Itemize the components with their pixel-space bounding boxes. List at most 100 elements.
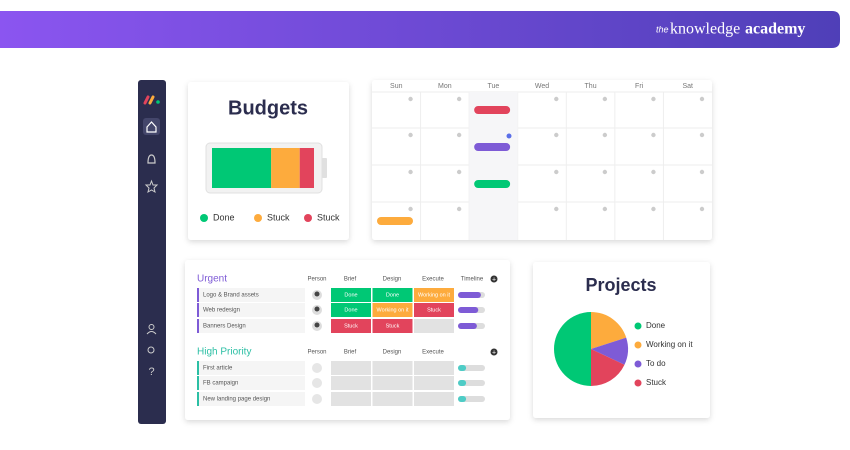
legend-label: Working on it (646, 340, 693, 349)
status-cell[interactable] (372, 392, 413, 406)
calendar-dot (651, 132, 656, 138)
status-cell[interactable] (331, 303, 371, 317)
row-name-cell (197, 376, 305, 390)
day-label: Mon (438, 83, 452, 90)
person-avatar (312, 394, 322, 404)
column-header: Design (383, 277, 402, 283)
row-name-cell (197, 392, 305, 406)
add-column[interactable] (490, 275, 498, 283)
row-name[interactable]: Web redesign (203, 308, 240, 314)
status-cell[interactable] (331, 319, 371, 333)
legend-label: Done (213, 212, 235, 222)
status-cell[interactable] (372, 303, 413, 317)
calendar-dot (651, 206, 656, 212)
add-column-plus: + (492, 276, 496, 283)
calendar-event[interactable] (377, 217, 413, 225)
calendar-dot (651, 169, 656, 175)
status-cell[interactable] (414, 303, 454, 317)
status-label: Done (386, 292, 399, 298)
status-cell[interactable] (414, 392, 454, 406)
row-name[interactable]: First article (203, 366, 233, 372)
user-icon-body (146, 331, 157, 335)
search-icon[interactable] (147, 346, 155, 354)
calendar-dot (699, 206, 705, 212)
calendar-dot (456, 96, 462, 102)
legend-dot (634, 341, 642, 349)
calendar-dot (699, 169, 705, 175)
calendar-dot (554, 169, 559, 175)
row-name[interactable]: Logo & Brand assets (203, 293, 259, 299)
budgets-title: Budgets (228, 97, 308, 119)
projects-title: Projects (585, 275, 656, 295)
status-cell[interactable] (414, 361, 454, 375)
legend-dot (200, 214, 208, 222)
calendar-dot (602, 96, 608, 102)
add-column-plus: + (492, 349, 496, 356)
row-marker (197, 392, 199, 406)
person-avatar (312, 363, 322, 373)
column-header: Execute (422, 350, 444, 356)
logo-main: knowledge (670, 21, 740, 38)
star-icon[interactable] (144, 179, 159, 194)
row-name-cell (197, 303, 305, 317)
calendar-dot (602, 169, 608, 175)
calendar-dot (699, 96, 705, 102)
status-cell[interactable] (414, 376, 454, 390)
day-label: Fri (635, 83, 644, 90)
user-icon[interactable] (148, 324, 155, 330)
status-cell[interactable] (372, 361, 413, 375)
battery-tip (322, 158, 327, 178)
calendar-dot (408, 96, 413, 102)
timeline-progress (458, 365, 467, 371)
timeline-progress (458, 307, 479, 313)
status-cell[interactable] (331, 288, 371, 302)
calendar-dot (554, 132, 559, 138)
row-name-cell (197, 288, 305, 302)
calendar-event[interactable] (474, 106, 511, 114)
timeline-progress (458, 380, 467, 386)
status-label: Working on it (418, 292, 450, 298)
budget-segment (299, 148, 314, 188)
column-header: Person (307, 350, 326, 356)
status-cell[interactable] (372, 376, 413, 390)
bell-icon[interactable] (147, 154, 156, 164)
calendar-dot (554, 206, 559, 212)
banner (0, 11, 840, 48)
timeline-progress (458, 292, 481, 298)
timeline-progress (458, 323, 477, 329)
day-label: Wed (535, 83, 549, 90)
calendar-dot (408, 132, 413, 138)
status-label: Stuck (427, 307, 441, 313)
add-column[interactable] (490, 348, 498, 356)
column-header: Timeline (461, 277, 484, 283)
status-cell[interactable] (414, 319, 454, 333)
row-name-cell (197, 361, 305, 375)
status-label: Done (344, 307, 357, 313)
status-cell[interactable] (331, 376, 371, 390)
row-name[interactable]: New landing page design (203, 397, 270, 403)
calendar-event[interactable] (474, 180, 511, 188)
pie-slice (554, 312, 591, 386)
calendar-event-dot (506, 133, 512, 139)
status-cell[interactable] (414, 288, 454, 302)
status-label: Working on it (377, 307, 409, 313)
row-name[interactable]: Banners Design (203, 324, 246, 330)
row-name[interactable]: FB campaign (203, 381, 238, 387)
column-header: Execute (422, 277, 444, 283)
status-cell[interactable] (372, 319, 413, 333)
row-marker (197, 376, 199, 390)
calendar-dot (408, 206, 413, 212)
row-marker (197, 319, 199, 333)
column-header: Person (307, 277, 326, 283)
logo-small: the (656, 24, 669, 34)
status-label: Stuck (386, 323, 400, 329)
calendar-event[interactable] (474, 143, 511, 151)
status-label: Done (344, 292, 357, 298)
calendar-dot (602, 132, 608, 138)
person-head (314, 291, 320, 297)
status-cell[interactable] (372, 288, 413, 302)
help-icon[interactable]: ? (148, 366, 154, 378)
status-cell[interactable] (331, 361, 371, 375)
status-cell[interactable] (331, 392, 371, 406)
